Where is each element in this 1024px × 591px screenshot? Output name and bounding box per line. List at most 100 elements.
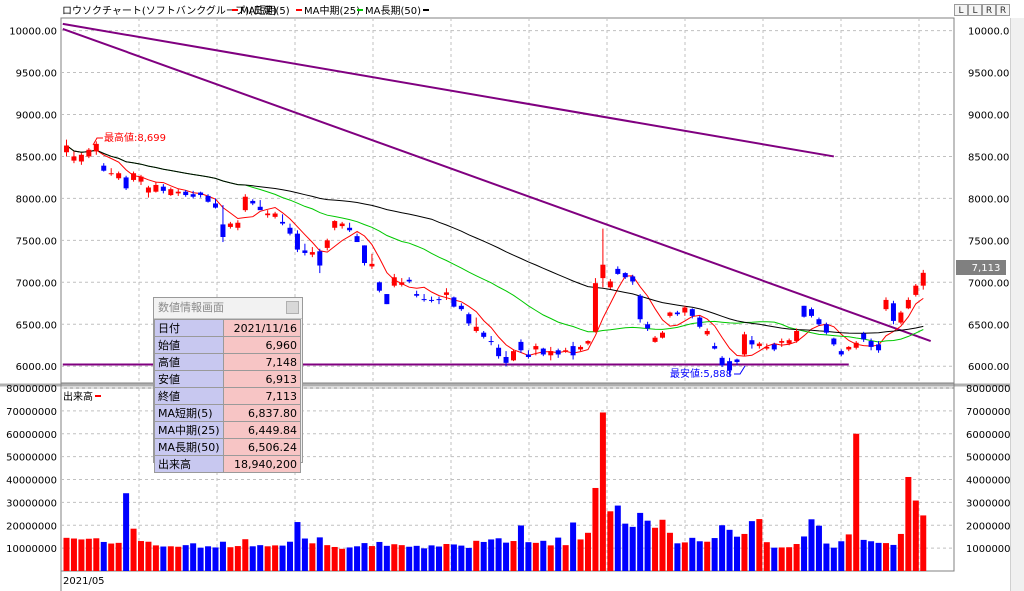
candle-up (443, 292, 449, 295)
volume-bar (570, 522, 577, 571)
candle-up (93, 143, 99, 152)
volume-bar (912, 500, 919, 571)
candle-down (838, 351, 844, 355)
candle-down (302, 250, 308, 253)
volume-bar (138, 541, 144, 571)
candle-up (533, 346, 539, 350)
volume-tick-left: 50000000 (6, 453, 57, 464)
volume-bar (443, 544, 450, 571)
volume-bar (398, 545, 405, 571)
volume-bar (771, 547, 778, 571)
candle-down (518, 341, 524, 351)
volume-bar (845, 534, 852, 571)
candle-down (540, 348, 546, 355)
volume-bar (793, 544, 800, 571)
volume-bar (205, 546, 212, 571)
data-window[interactable]: 数値情報画面 日付 2021/11/16 始値 6,960 高値 7,148 安値 6,… (153, 297, 303, 473)
volume-tick-right: 50000000 (966, 453, 1017, 464)
candle-down (622, 273, 628, 278)
candle-down (436, 299, 442, 301)
volume-bar (704, 541, 711, 571)
candle-up (71, 156, 77, 161)
price-tick-right: 8500.00 (968, 152, 1009, 163)
volume-bar (674, 543, 681, 571)
price-tick-right: 6000.00 (968, 362, 1009, 373)
volume-bar (815, 525, 822, 571)
candle-up (667, 312, 673, 316)
scroll-right-button[interactable]: R (982, 4, 996, 16)
candle-up (175, 191, 181, 194)
volume-bar (711, 538, 718, 571)
volume-bar (890, 544, 897, 571)
row-value: 6,837.80 (223, 404, 301, 422)
volume-tick-left: 70000000 (6, 407, 57, 418)
candle-down (630, 276, 636, 282)
volume-bar (622, 523, 629, 571)
ma-long-line (66, 145, 924, 334)
volume-bar (853, 433, 860, 571)
candle-down (823, 324, 829, 333)
right-scrollbar[interactable] (1010, 18, 1024, 591)
candle-down (257, 206, 263, 211)
candle-up (227, 223, 233, 227)
volume-tick-right: 60000000 (966, 430, 1017, 441)
candle-up (548, 351, 554, 356)
volume-bar (838, 541, 845, 571)
last-price-tag (956, 260, 1006, 275)
legend-ma50: MA長期(50) (365, 5, 421, 17)
volume-bar (719, 525, 726, 571)
candle-down (637, 295, 643, 320)
table-row: 安値 6,913 (154, 370, 301, 388)
volume-bar (473, 540, 480, 571)
candle-down (294, 233, 300, 250)
scroll-right-end-button[interactable]: R (996, 4, 1010, 16)
volume-bar (607, 511, 614, 571)
row-label: MA短期(5) (154, 404, 224, 422)
scroll-left-start-button[interactable]: L (954, 4, 968, 16)
volume-bars (63, 412, 927, 571)
volume-bar (689, 537, 696, 571)
candle-down (429, 299, 435, 301)
price-tick-left: 8000.00 (16, 194, 57, 205)
candle-up (324, 240, 330, 248)
volume-bar (212, 547, 219, 571)
date-axis-label: 2021/05 (63, 576, 105, 587)
candle-up (131, 173, 137, 180)
candle-down (749, 340, 755, 345)
close-icon[interactable] (286, 301, 299, 314)
candle-down (466, 314, 472, 324)
candle-up (883, 299, 889, 310)
candle-up (786, 340, 792, 344)
volume-bar (249, 546, 256, 571)
volume-bar (748, 521, 755, 571)
data-window-title[interactable]: 数値情報画面 (154, 298, 302, 319)
volume-tick-left: 60000000 (6, 430, 57, 441)
candle-up (64, 145, 69, 153)
volume-panel-label: 出来高 (63, 390, 93, 403)
min-price-pointer (734, 365, 746, 375)
candle-up (592, 283, 598, 332)
volume-bar (234, 546, 241, 571)
candle-up (138, 176, 144, 182)
min-price-label: 最安値:5,888 (670, 367, 732, 380)
candle-down (354, 236, 360, 243)
table-row: 日付 2021/11/16 (154, 319, 301, 337)
candle-down (697, 317, 703, 327)
table-row: 終値 7,113 (154, 387, 301, 405)
candle-up (600, 264, 606, 279)
volume-bar (629, 526, 636, 571)
volume-bar (555, 537, 562, 571)
volume-bar (614, 505, 621, 571)
volume-tick-left: 20000000 (6, 521, 57, 532)
volume-bar (346, 547, 353, 571)
price-tick-left: 6500.00 (16, 320, 57, 331)
volume-bar (413, 545, 420, 571)
volume-bar (823, 543, 830, 571)
candle-down (198, 192, 204, 196)
volume-bar (279, 545, 286, 571)
volume-tick-right: 20000000 (966, 521, 1017, 532)
scroll-left-button[interactable]: L (968, 4, 982, 16)
volume-bar (778, 547, 785, 571)
